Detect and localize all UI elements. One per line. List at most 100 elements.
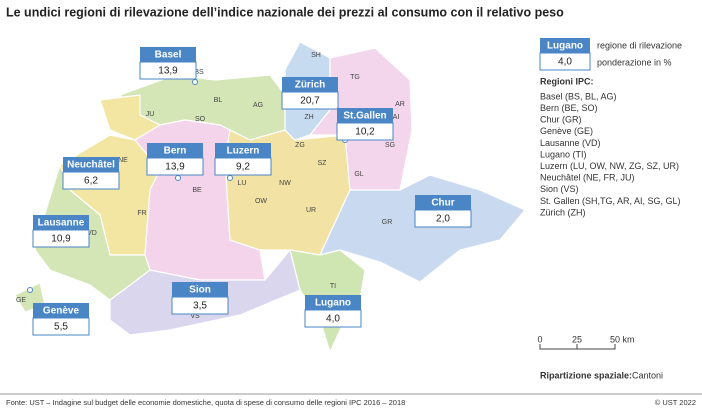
- label-header: [33, 215, 89, 230]
- scale-label: 50 km: [610, 334, 635, 344]
- canton-label: ZH: [304, 114, 313, 121]
- region-name: Lausanne: [38, 218, 85, 229]
- label-header: [140, 47, 196, 62]
- legend-item: Lausanne (VD): [540, 138, 601, 148]
- canton-label: VS: [190, 313, 200, 320]
- canton-label: AG: [253, 102, 263, 109]
- copyright: © UST 2022: [655, 398, 696, 407]
- city-dot: [175, 175, 181, 181]
- region-name: Lugano: [315, 298, 351, 309]
- region-name: Luzern: [227, 146, 260, 157]
- legend-caption: regione di rilevazione: [597, 40, 682, 50]
- canton-label: UR: [306, 207, 316, 214]
- region-value: 10,9: [51, 234, 71, 245]
- legend-item: Chur (GR): [540, 115, 582, 125]
- canton-label: SZ: [318, 160, 328, 167]
- legend-item: Zürich (ZH): [540, 207, 586, 217]
- legend-list-title: Regioni IPC:: [540, 76, 594, 86]
- region-value: 20,7: [300, 96, 320, 107]
- canton-label: GR: [382, 219, 393, 226]
- legend-item: Basel (BS, BL, AG): [540, 91, 617, 101]
- scale-label: 0: [537, 334, 542, 344]
- canton-label: TG: [350, 74, 360, 81]
- region-value: 4,0: [558, 57, 572, 68]
- label-value-box: [304, 309, 362, 328]
- city-dot: [227, 175, 233, 181]
- label-header: [415, 195, 471, 210]
- region-name: Basel: [155, 50, 182, 61]
- label-value-box: [32, 317, 90, 336]
- canton-label: LU: [238, 180, 247, 187]
- canton-label: AI: [393, 114, 400, 121]
- region-value: 13,9: [158, 66, 178, 77]
- region-name: Bern: [164, 146, 187, 157]
- legend-item: Neuchâtel (NE, FR, JU): [540, 173, 635, 183]
- city-dot: [27, 287, 33, 293]
- legend-item: Sion (VS): [540, 184, 579, 194]
- label-header: [215, 143, 271, 158]
- label-header: [282, 77, 338, 92]
- canton-label: BL: [214, 97, 223, 104]
- canton-label: JU: [146, 111, 155, 118]
- canton-label: BE: [192, 187, 202, 194]
- label-header: [172, 282, 228, 297]
- canton-label: GL: [354, 171, 363, 178]
- canton-label: BS: [194, 69, 204, 76]
- canton-label: GE: [16, 297, 26, 304]
- region-value: 6,2: [84, 176, 98, 187]
- legend-item: Luzern (LU, OW, NW, ZG, SZ, UR): [540, 161, 679, 171]
- legend-item: St. Gallen (SH,TG, AR, AI, SG, GL): [540, 196, 681, 206]
- canton-label: TI: [330, 283, 336, 290]
- region-name: Lugano: [547, 41, 583, 52]
- label-value-box: [146, 157, 204, 176]
- spatial-label: Ripartizione spaziale:: [540, 370, 632, 380]
- canton-labels: BS BL SO JU AG SH TG ZH AR AI SG NE BE LU OW NW ZG SZ UR GL…: [16, 52, 405, 320]
- scale-label: 25: [572, 334, 582, 344]
- label-header: [33, 303, 89, 318]
- canton-label: SG: [385, 142, 395, 149]
- city-dot: [192, 79, 198, 85]
- legend-caption: ponderazione in %: [597, 57, 672, 67]
- legend-item: Bern (BE, SO): [540, 103, 598, 113]
- legend-item: Genève (GE): [540, 126, 593, 136]
- label-header: [305, 295, 361, 310]
- label-header: [63, 157, 119, 172]
- canton-label: FR: [137, 210, 146, 217]
- region-value: 4,0: [326, 314, 340, 325]
- title: Le undici regioni di rilevazione dell’in…: [6, 5, 564, 19]
- canton-label: NE: [118, 157, 128, 164]
- region-name: Neuchâtel: [67, 160, 115, 171]
- canton-label: SH: [311, 52, 321, 59]
- region-name: Sion: [189, 285, 211, 296]
- canton-label: OW: [255, 198, 267, 205]
- scale-line: [539, 344, 616, 350]
- region-value: 10,2: [355, 127, 375, 138]
- canton-label: VD: [87, 230, 97, 237]
- region-value: 13,9: [165, 162, 185, 173]
- label-value-box: [171, 296, 229, 315]
- canton-label: AR: [395, 101, 405, 108]
- region-value: 9,2: [236, 162, 250, 173]
- legend: Lugano 4,0 regione di rilevazione ponderazi…: [539, 38, 682, 217]
- label-header: [540, 38, 590, 53]
- region-name: St.Gallen: [343, 111, 386, 122]
- region-name: Genève: [43, 306, 80, 317]
- label-value-box: [281, 91, 339, 110]
- region-labels: Basel 13,9 Zürich 20,7 St.Gallen 10,2 Neuchâte…: [27, 47, 472, 336]
- canton-label: SO: [195, 116, 206, 123]
- label-value-box: [139, 61, 197, 80]
- region-name: Chur: [431, 198, 454, 209]
- region-name: Zürich: [295, 80, 326, 91]
- canton-label: NW: [279, 180, 291, 187]
- label-header: [147, 143, 203, 158]
- region-value: 3,5: [193, 301, 207, 312]
- source: Fonte: UST – Indagine sul budget delle e…: [6, 398, 405, 407]
- spatial-value: Cantoni: [632, 370, 663, 380]
- region-value: 2,0: [436, 214, 450, 225]
- canton-label: ZG: [295, 142, 305, 149]
- label-value-box: [214, 157, 272, 176]
- label-value-box: [414, 209, 472, 228]
- label-value-box: [539, 52, 591, 71]
- label-value-box: [32, 229, 90, 248]
